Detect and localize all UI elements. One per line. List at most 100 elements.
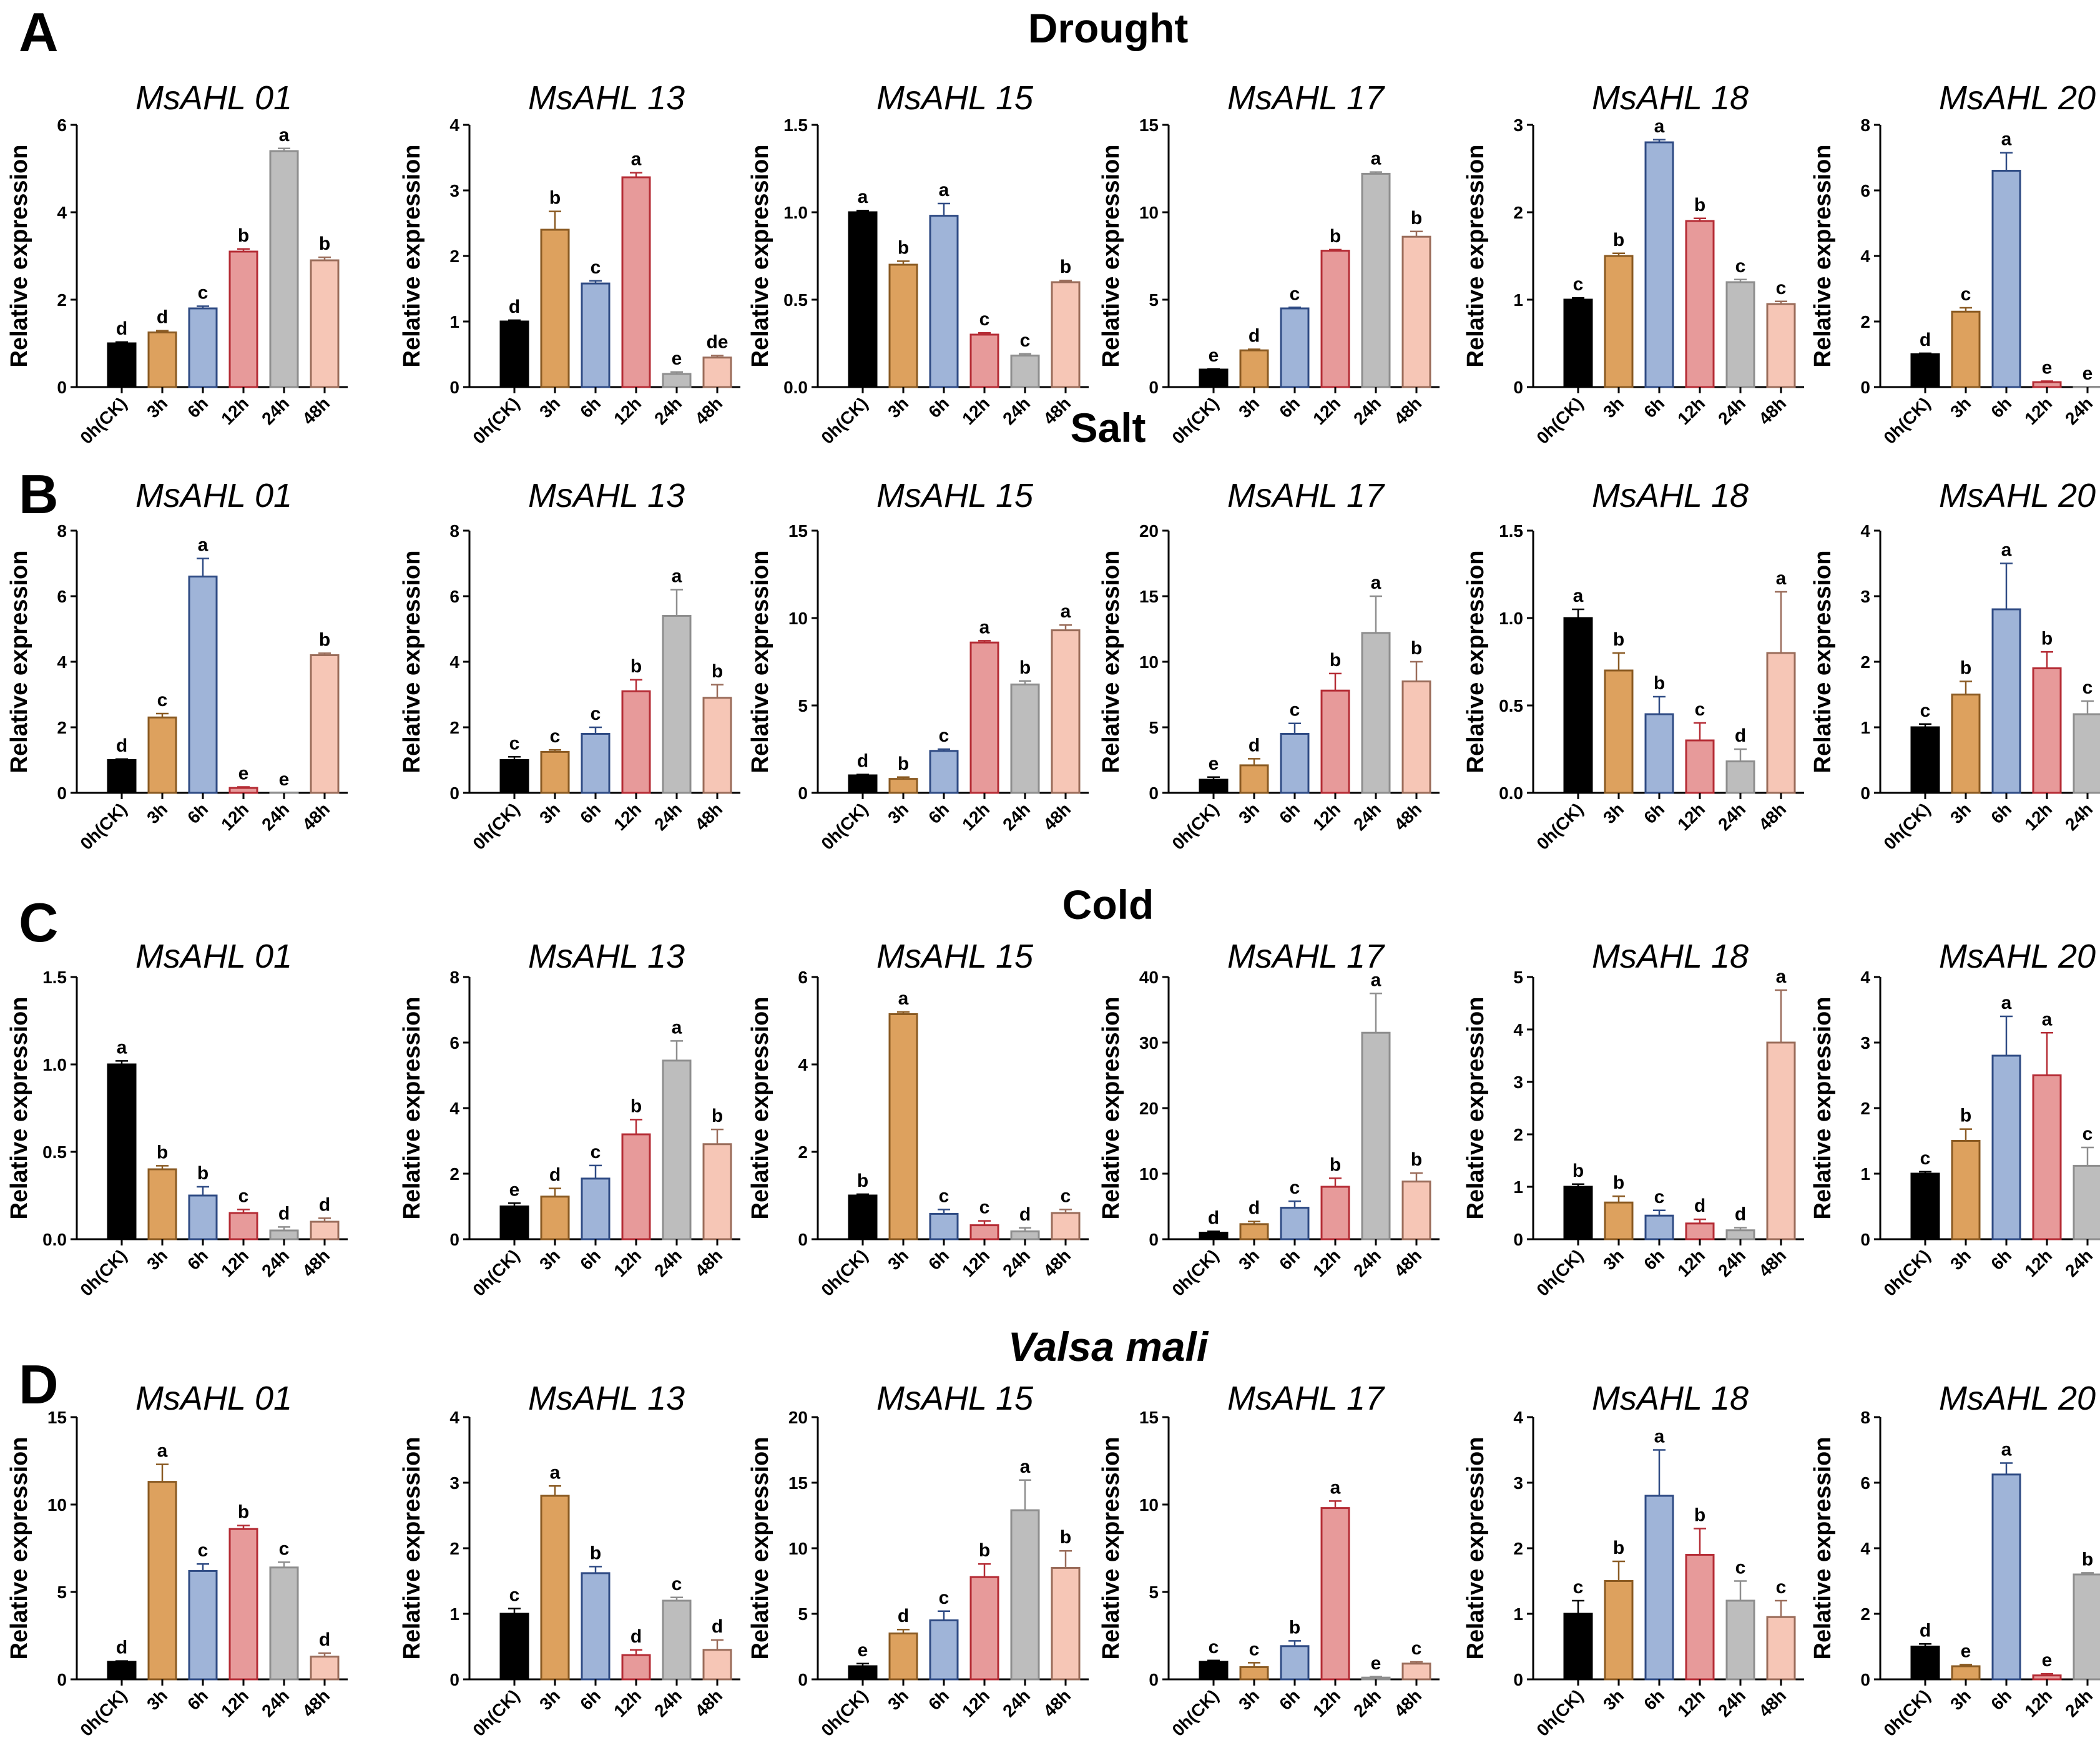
y-tick-label: 0.5 <box>42 1142 67 1162</box>
bar-12h <box>2032 1674 2062 1681</box>
significance-letter: b <box>1330 1154 1341 1175</box>
x-tick-label: 12h <box>1674 1245 1709 1280</box>
significance-letter: d <box>319 1194 330 1215</box>
y-tick-label: 4 <box>1513 1020 1523 1039</box>
x-tick-label: 48h <box>1390 393 1425 428</box>
significance-letter: a <box>1371 572 1381 593</box>
significance-letter: c <box>279 1538 290 1559</box>
significance-letter: c <box>509 733 520 754</box>
significance-letter: c <box>1735 1558 1746 1578</box>
y-tick-label: 5 <box>1149 1583 1159 1602</box>
significance-letter: b <box>979 1540 990 1561</box>
y-tick-label: 2 <box>449 1164 459 1184</box>
y-tick-label: 0 <box>1513 378 1523 397</box>
chart-title: MsAHL 01 <box>135 477 292 514</box>
chart-a-6: MsAHL 20 Relative expression 0 2 4 6 8 d 0h(CK) c… <box>1810 79 2100 448</box>
y-tick-label: 4 <box>798 1055 808 1074</box>
bar-0h(CK) <box>1910 1646 1940 1681</box>
bar-3h <box>1239 764 1269 794</box>
chart-title: MsAHL 13 <box>528 1380 685 1417</box>
significance-letter: b <box>857 1171 868 1191</box>
bar-48h <box>702 356 732 388</box>
y-tick-label: 4 <box>449 1099 459 1118</box>
x-tick-label: 0h(CK) <box>469 799 523 853</box>
y-tick-label: 4 <box>1860 247 1870 266</box>
x-tick-label: 24h <box>1714 1245 1749 1280</box>
bar-0h(CK) <box>1910 353 1940 388</box>
significance-letter: de <box>706 332 728 353</box>
x-tick-label: 24h <box>1350 799 1385 834</box>
y-tick-label: 1.5 <box>1499 521 1523 541</box>
chart-d-1: MsAHL 01 Relative expression 0 5 10 15 d 0h(CK)… <box>6 1380 348 1740</box>
x-tick-label: 6h <box>1987 393 2015 421</box>
y-tick-label: 2 <box>1860 1099 1870 1118</box>
bar-3h <box>1604 669 1634 794</box>
y-axis-label: Relative expression <box>1810 997 1836 1220</box>
significance-letter: a <box>1330 1477 1341 1498</box>
bar-12h <box>969 333 999 388</box>
x-tick-label: 0h(CK) <box>1168 1686 1222 1740</box>
significance-letter: b <box>1411 638 1422 659</box>
y-tick-label: 6 <box>449 587 459 606</box>
y-axis-label: Relative expression <box>1810 1437 1836 1660</box>
significance-letter: c <box>238 1186 249 1206</box>
bar-12h <box>969 1576 999 1681</box>
y-tick-label: 10 <box>47 1495 67 1515</box>
bar-3h <box>147 716 177 794</box>
x-tick-label: 6h <box>925 799 953 827</box>
bar-6h <box>1644 141 1674 388</box>
y-tick-label: 10 <box>788 609 808 628</box>
x-tick-label: 6h <box>184 393 212 421</box>
y-tick-label: 4 <box>57 652 67 672</box>
bar-6h <box>1644 1495 1674 1681</box>
bar-0h(CK) <box>848 1665 878 1681</box>
y-tick-label: 2 <box>1513 1539 1523 1558</box>
x-tick-label: 48h <box>1039 1245 1074 1280</box>
bar-24h <box>1361 1031 1391 1240</box>
y-tick-label: 0 <box>57 378 67 397</box>
significance-letter: b <box>1960 1106 1971 1126</box>
chart-d-6: MsAHL 20 Relative expression 0 2 4 6 8 d 0h(CK) e… <box>1810 1380 2100 1740</box>
chart-a-5: MsAHL 18 Relative expression 0 1 2 3 c 0h(CK) b 3… <box>1463 79 1804 448</box>
y-tick-label: 0 <box>1149 378 1159 397</box>
x-tick-label: 12h <box>958 1686 993 1721</box>
significance-letter: c <box>1290 283 1300 304</box>
bar-6h <box>1644 713 1674 794</box>
x-tick-label: 6h <box>1275 393 1303 421</box>
significance-letter: d <box>116 735 127 756</box>
x-tick-label: 48h <box>1755 393 1790 428</box>
chart-c-5: MsAHL 18 Relative expression 0 1 2 3 4 5 b 0h(CK)… <box>1463 938 1804 1300</box>
significance-letter: b <box>630 1096 642 1116</box>
y-axis-label: Relative expression <box>399 1437 425 1660</box>
y-tick-label: 1 <box>449 312 459 331</box>
significance-letter: b <box>2041 628 2053 649</box>
bar-6h <box>929 1619 959 1681</box>
significance-letter: b <box>898 754 909 774</box>
y-tick-label: 0.0 <box>42 1230 67 1249</box>
significance-letter: e <box>672 348 682 369</box>
significance-letter: c <box>591 1142 601 1162</box>
x-tick-label: 12h <box>2021 799 2056 834</box>
chart-title: MsAHL 20 <box>1939 477 2096 514</box>
bar-24h <box>2073 1573 2100 1681</box>
y-tick-label: 5 <box>1149 290 1159 310</box>
significance-letter: c <box>1735 256 1746 277</box>
x-tick-label: 6h <box>184 1245 212 1274</box>
y-tick-label: 10 <box>1139 1164 1159 1184</box>
x-tick-label: 0h(CK) <box>817 1686 871 1740</box>
chart-title: MsAHL 17 <box>1227 79 1385 117</box>
significance-letter: e <box>2042 1650 2053 1671</box>
significance-letter: a <box>117 1037 127 1058</box>
x-tick-label: 24h <box>2061 393 2096 428</box>
x-tick-label: 24h <box>1714 799 1749 834</box>
y-axis-label: Relative expression <box>6 997 32 1220</box>
x-tick-label: 3h <box>1235 799 1263 827</box>
y-tick-label: 0.5 <box>1499 696 1523 715</box>
significance-letter: c <box>198 1540 209 1561</box>
chart-d-2: MsAHL 13 Relative expression 0 1 2 3 4 c 0h(CK) a… <box>399 1380 740 1740</box>
x-tick-label: 3h <box>1946 1245 1975 1274</box>
bar-24h <box>269 1229 299 1240</box>
significance-letter: d <box>278 1203 290 1224</box>
y-tick-label: 2 <box>449 247 459 266</box>
